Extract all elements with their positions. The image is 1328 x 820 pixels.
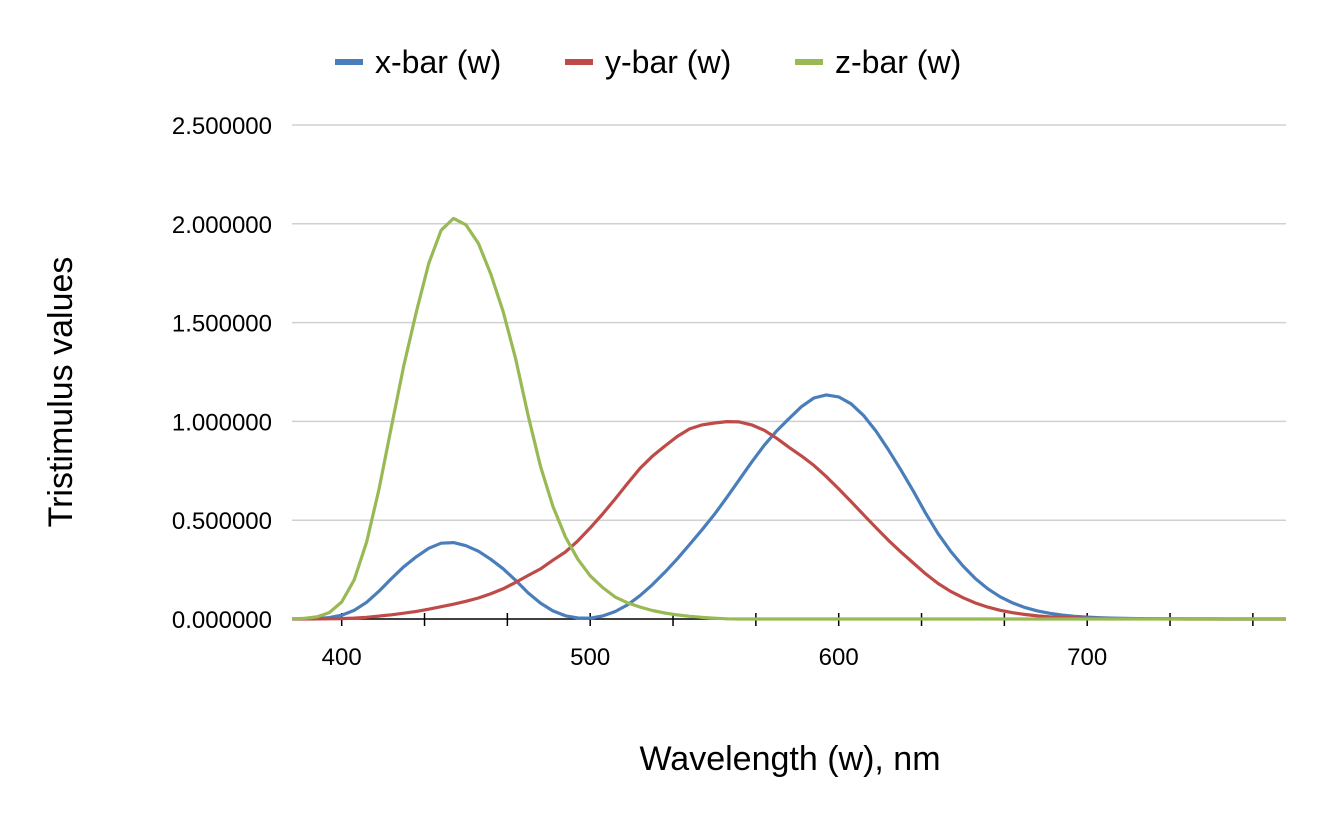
x-axis: 400 500 600 700 — [292, 613, 1286, 671]
y-tick-label: 0.000000 — [172, 607, 272, 634]
x-tick-label: 600 — [819, 644, 859, 671]
y-axis-title: Tristimulus values — [42, 257, 80, 528]
series-lines — [291, 216, 1286, 621]
legend-label: y-bar (w) — [605, 44, 731, 80]
x-tick-label: 500 — [570, 644, 610, 671]
y-tick-label: 0.500000 — [172, 508, 272, 535]
x-tick-label: 700 — [1067, 644, 1107, 671]
y-tick-label: 2.500000 — [172, 113, 272, 140]
legend-label: z-bar (w) — [835, 44, 961, 80]
x-tick-label: 400 — [322, 644, 362, 671]
y-tick-label: 1.500000 — [172, 311, 272, 338]
gridlines — [292, 124, 1286, 521]
x-axis-title: Wavelength (w), nm — [639, 740, 940, 778]
legend-label: x-bar (w) — [375, 44, 501, 80]
series-line-z-bar — [291, 216, 1286, 621]
y-axis-tick-labels: 0.000000 0.500000 1.000000 1.500000 2.000000… — [172, 113, 272, 634]
y-tick-label: 2.000000 — [172, 212, 272, 239]
series-line-x-bar — [291, 393, 1286, 621]
y-tick-label: 1.000000 — [172, 409, 272, 436]
legend: x-bar (w) y-bar (w) z-bar (w) — [335, 44, 961, 80]
